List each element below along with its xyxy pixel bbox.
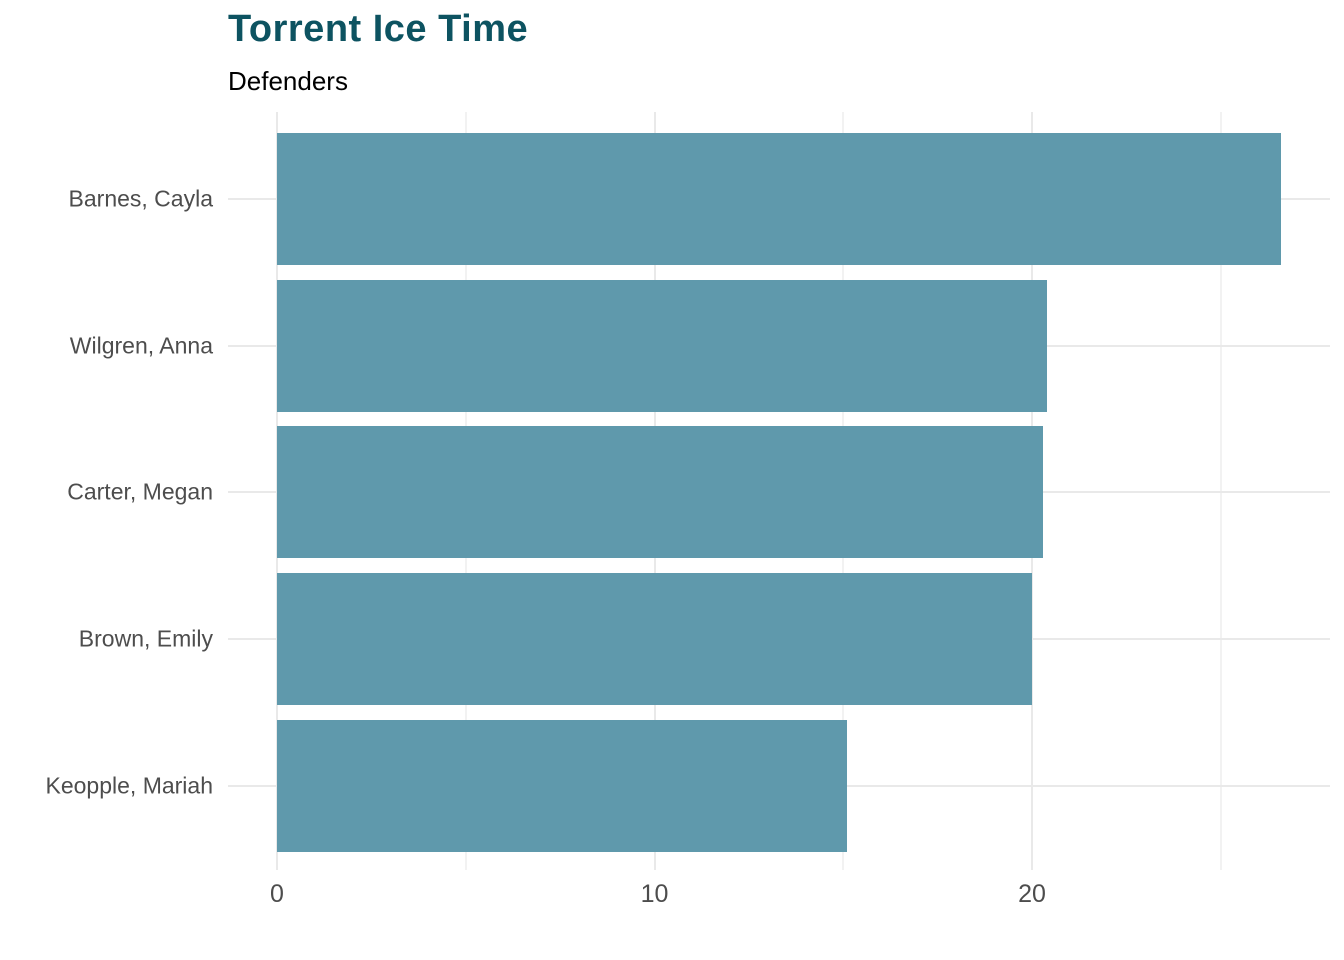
bar bbox=[277, 719, 848, 852]
x-tick-label: 0 bbox=[270, 880, 284, 908]
y-axis-label: Keopple, Mariah bbox=[45, 772, 214, 799]
y-axis-label: Carter, Megan bbox=[67, 478, 213, 505]
x-minor-gridline bbox=[1219, 112, 1222, 870]
y-axis-label: Brown, Emily bbox=[78, 625, 213, 652]
plot-panel bbox=[228, 112, 1330, 870]
x-tick-label: 10 bbox=[640, 880, 669, 908]
y-axis-label: Wilgren, Anna bbox=[69, 332, 213, 359]
bar bbox=[277, 573, 1032, 706]
bar bbox=[277, 279, 1048, 412]
x-tick-label: 20 bbox=[1018, 880, 1046, 908]
bar bbox=[277, 426, 1044, 559]
chart-subtitle: Defenders bbox=[228, 66, 348, 96]
y-axis-label: Barnes, Cayla bbox=[68, 185, 213, 212]
bar bbox=[277, 133, 1282, 265]
chart-title: Torrent Ice Time bbox=[228, 8, 529, 50]
